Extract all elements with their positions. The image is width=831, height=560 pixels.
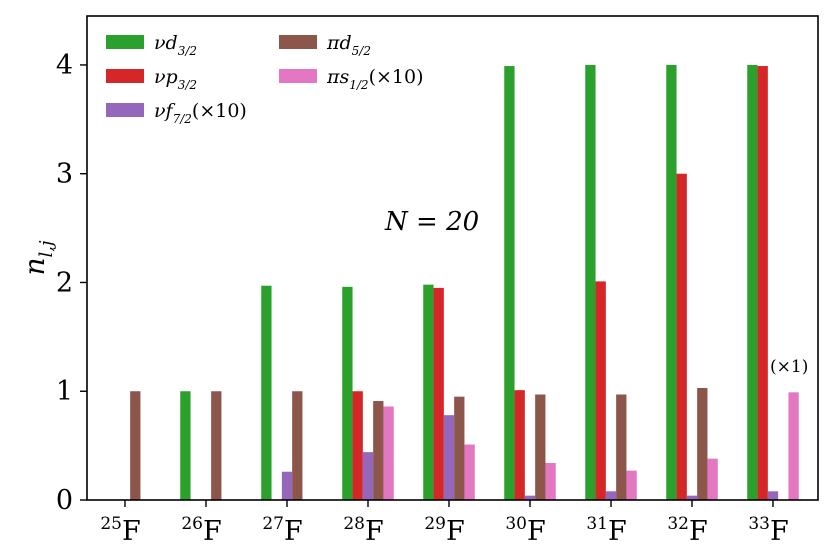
element-symbol: F [446, 516, 465, 547]
y-tick-label-0: 0 [56, 485, 73, 516]
bar-nu_f72-31F [605, 491, 617, 500]
legend-item-nu_d32: νd3/2 [106, 32, 197, 58]
legend-label: πs1/2(×10) [326, 66, 423, 92]
legend-swatch [279, 35, 317, 49]
y-tick-label-4: 4 [56, 50, 73, 81]
x-tick-label-28F: 28 F [343, 514, 383, 547]
y-tick-label-3: 3 [56, 159, 73, 190]
bar-nu_f72-33F [767, 491, 779, 500]
bar-nu_d32-29F [423, 284, 434, 500]
legend-swatch [106, 69, 144, 83]
x-tick-label-29F: 29 F [424, 514, 464, 547]
element-symbol: F [284, 516, 303, 547]
bar-nu_f72-30F [524, 495, 536, 500]
bar-nu_p32-29F [433, 287, 444, 500]
legend-label: νd3/2 [154, 32, 197, 58]
x-tick-label-27F: 27 F [262, 514, 302, 547]
bar-pi_d52-28F [373, 401, 384, 500]
bar-pi_s12-30F [545, 463, 556, 500]
bars-layer [130, 64, 799, 500]
legend-swatch [279, 69, 317, 83]
legend-item-nu_p32: νp3/2 [106, 66, 197, 92]
legend-label: πd5/2 [326, 32, 371, 58]
bar-nu_d32-30F [504, 66, 515, 500]
element-symbol: F [689, 516, 708, 547]
bar-pi_d52-30F [535, 394, 546, 500]
bar-pi_s12-28F [383, 406, 394, 500]
svg-text:nl,j: nl,j [18, 240, 57, 276]
bar-nu_d32-33F [747, 64, 758, 500]
element-symbol: F [203, 516, 222, 547]
x-tick-label-25F: 25 F [100, 514, 140, 547]
mass-number: 32 [667, 514, 689, 534]
bar-pi_d52-26F [211, 391, 222, 500]
element-symbol: F [608, 516, 627, 547]
bar-nu_p32-30F [514, 390, 525, 500]
bar-nu_p32-31F [595, 281, 606, 500]
legend-item-nu_f72: νf7/2(×10) [106, 100, 247, 126]
bar-nu_f72-32F [686, 495, 698, 500]
element-symbol: F [365, 516, 384, 547]
mass-number: 33 [748, 514, 770, 534]
mass-number: 29 [424, 514, 446, 534]
bar-nu_d32-26F [180, 391, 191, 500]
x-tick-label-33F: 33 F [748, 514, 788, 547]
y-axis: 0 1 2 3 4 [56, 50, 87, 516]
legend-swatch [106, 35, 144, 49]
plot-frame [86, 15, 819, 501]
bar-pi_d52-27F [292, 391, 303, 500]
bar-nu_p32-32F [676, 173, 687, 500]
y-tick-label-1: 1 [56, 376, 73, 407]
bar-nu_f72-27F [281, 471, 293, 500]
bar-pi_s12-29F [464, 444, 475, 500]
mass-number: 30 [505, 514, 527, 534]
mass-number: 25 [100, 514, 122, 534]
legend: νd3/2 νp3/2 νf7/2(×10) πd5/2 πs1/2(×10) [106, 32, 423, 126]
legend-item-pi_d52: πd5/2 [279, 32, 371, 58]
bar-pi_s12-33F [788, 392, 799, 500]
bar-nu_f72-28F [362, 452, 374, 500]
bar-nu_p32-33F [757, 66, 768, 500]
mass-number: 27 [262, 514, 284, 534]
n-annotation: N = 20 [384, 207, 479, 237]
mass-number: 28 [343, 514, 365, 534]
scale-annotation: (×1) [770, 357, 808, 377]
mass-number: 31 [586, 514, 608, 534]
x-tick-label-32F: 32 F [667, 514, 707, 547]
legend-swatch [106, 103, 144, 117]
legend-label: νf7/2(×10) [154, 100, 247, 126]
bar-nu_d32-32F [666, 64, 677, 500]
bar-pi_d52-29F [454, 396, 465, 500]
bar-pi_d52-32F [697, 387, 708, 500]
bar-pi_d52-31F [616, 394, 627, 500]
bar-pi_s12-31F [626, 470, 637, 500]
x-axis: 25 F 26 F 27 F 28 F 29 F 30 F 31 F 32 F 33 F [100, 500, 789, 547]
mass-number: 26 [181, 514, 203, 534]
bar-nu_d32-31F [585, 64, 596, 500]
y-axis-title: nl,j [18, 240, 57, 276]
x-tick-label-31F: 31 F [586, 514, 626, 547]
legend-label: νp3/2 [154, 66, 197, 92]
element-symbol: F [122, 516, 141, 547]
bar-nu_d32-27F [261, 285, 272, 500]
element-symbol: F [527, 516, 546, 547]
x-tick-label-30F: 30 F [505, 514, 545, 547]
legend-item-pi_s12: πs1/2(×10) [279, 66, 423, 92]
bar-nu_f72-29F [443, 415, 455, 500]
bar-nu_p32-28F [352, 391, 363, 500]
bar-nu_d32-28F [342, 286, 353, 500]
element-symbol: F [770, 516, 789, 547]
bar-pi_d52-25F [130, 391, 141, 500]
bar-pi_s12-32F [707, 458, 718, 500]
y-tick-label-2: 2 [56, 267, 73, 298]
x-tick-label-26F: 26 F [181, 514, 221, 547]
